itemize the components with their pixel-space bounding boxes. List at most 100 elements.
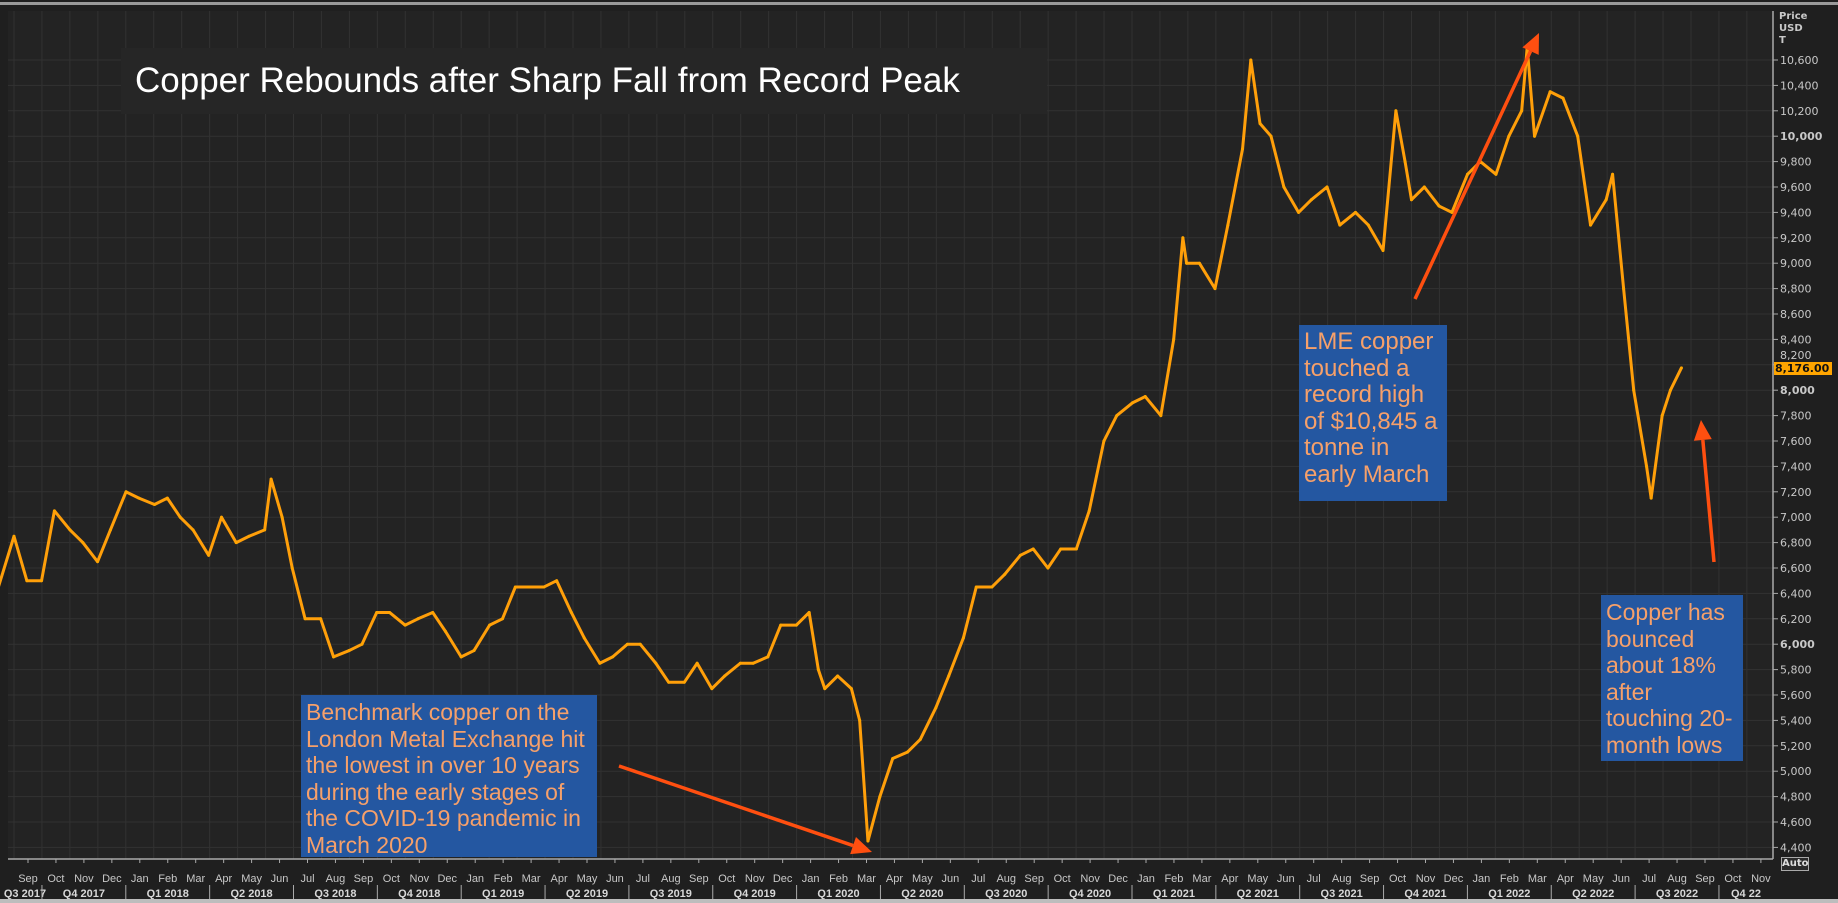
y-tick-label: 7,800 [1780, 410, 1812, 423]
price-point [1466, 172, 1470, 176]
x-month-label: Aug [1332, 873, 1352, 885]
price-point [1589, 223, 1593, 227]
x-month-label: Dec [1444, 873, 1464, 885]
price-point [1297, 210, 1301, 214]
price-point [638, 642, 642, 646]
x-month-label: May [912, 873, 933, 885]
x-quarter-label: Q2 2021 [1237, 888, 1279, 900]
y-axis-title: T [1779, 35, 1786, 46]
price-point [68, 528, 72, 532]
price-point [1520, 109, 1524, 113]
x-month-label: Sep [1695, 873, 1715, 885]
arrow-head [850, 837, 872, 855]
auto-scale-button[interactable]: Auto [1781, 857, 1809, 871]
price-point [263, 528, 267, 532]
price-point [403, 623, 407, 627]
price-point [1031, 547, 1035, 551]
price-point [165, 496, 169, 500]
price-point [1507, 134, 1511, 138]
arrow-head [1693, 420, 1712, 441]
price-point [555, 579, 559, 583]
x-month-label: Oct [47, 873, 64, 885]
price-point [1450, 210, 1454, 214]
x-quarter-label: Q4 2017 [63, 888, 105, 900]
x-quarter-label: Q3 2017 [4, 888, 46, 900]
x-month-label: Feb [494, 873, 513, 885]
price-point [488, 623, 492, 627]
x-month-label: Jul [636, 873, 650, 885]
price-point [416, 617, 420, 621]
price-point [247, 534, 251, 538]
price-point [1576, 134, 1580, 138]
price-point [961, 636, 965, 640]
x-month-label: Dec [437, 873, 457, 885]
x-month-label: Oct [1724, 873, 1741, 885]
y-tick-label: 10,200 [1780, 105, 1819, 118]
x-month-label: Dec [102, 873, 122, 885]
y-tick-label: 6,800 [1780, 537, 1812, 550]
price-point [1130, 401, 1134, 405]
x-month-label: Aug [326, 873, 346, 885]
price-point [598, 661, 602, 665]
price-point [178, 515, 182, 519]
price-point [1604, 198, 1608, 202]
x-month-label: Jun [941, 873, 959, 885]
price-point [52, 509, 56, 513]
price-point [611, 655, 615, 659]
price-point [1645, 464, 1649, 468]
arrow-shaft [618, 764, 854, 848]
price-point [710, 687, 714, 691]
x-month-label: Nov [410, 873, 430, 885]
price-point [191, 528, 195, 532]
x-month-label: Sep [1360, 873, 1380, 885]
price-point [1282, 185, 1286, 189]
y-tick-label: 9,200 [1780, 232, 1812, 245]
x-quarter-label: Q3 2018 [314, 888, 356, 900]
y-tick-label: 4,600 [1780, 816, 1812, 829]
x-month-label: Feb [829, 873, 848, 885]
x-month-label: Jun [1612, 873, 1630, 885]
price-point [1548, 90, 1552, 94]
x-quarter-label: Q4 2019 [734, 888, 776, 900]
horizontal-scrollbar[interactable] [0, 899, 1838, 903]
x-month-label: Mar [857, 873, 876, 885]
x-month-label: Aug [661, 873, 681, 885]
x-month-label: Jul [971, 873, 985, 885]
x-month-label: Aug [1667, 873, 1687, 885]
x-quarter-label: Q4 22 [1731, 888, 1761, 900]
y-tick-label: 6,400 [1780, 587, 1812, 600]
x-month-label: Jan [466, 873, 484, 885]
price-point [1143, 395, 1147, 399]
x-month-label: May [1247, 873, 1268, 885]
price-point [934, 706, 938, 710]
price-point [81, 541, 85, 545]
price-point [1046, 566, 1050, 570]
price-point [40, 579, 44, 583]
price-point [280, 515, 284, 519]
price-point [990, 585, 994, 589]
price-point [794, 623, 798, 627]
price-point [234, 541, 238, 545]
price-point [891, 757, 895, 760]
price-point [807, 610, 811, 614]
price-point [738, 661, 742, 665]
price-point [654, 661, 658, 665]
y-tick-label: 9,000 [1780, 257, 1812, 270]
price-point [1181, 236, 1185, 240]
y-tick-label: 5,400 [1780, 714, 1812, 727]
x-month-label: Feb [1164, 873, 1183, 885]
y-tick-label: 10,400 [1780, 79, 1819, 92]
price-point [1403, 160, 1407, 164]
y-tick-label: 6,600 [1780, 562, 1812, 575]
price-point [1381, 249, 1385, 252]
annotation-rebound: Copper has bounced about 18% after touch… [1601, 595, 1743, 761]
x-month-label: Mar [522, 873, 541, 885]
price-point [388, 610, 392, 614]
arrow-shaft [1413, 50, 1533, 300]
x-month-label: Apr [550, 873, 567, 885]
price-point [1632, 388, 1636, 392]
price-point [723, 674, 727, 678]
price-point [108, 528, 112, 532]
x-month-label: Dec [773, 873, 793, 885]
y-tick-label: 4,800 [1780, 791, 1812, 804]
